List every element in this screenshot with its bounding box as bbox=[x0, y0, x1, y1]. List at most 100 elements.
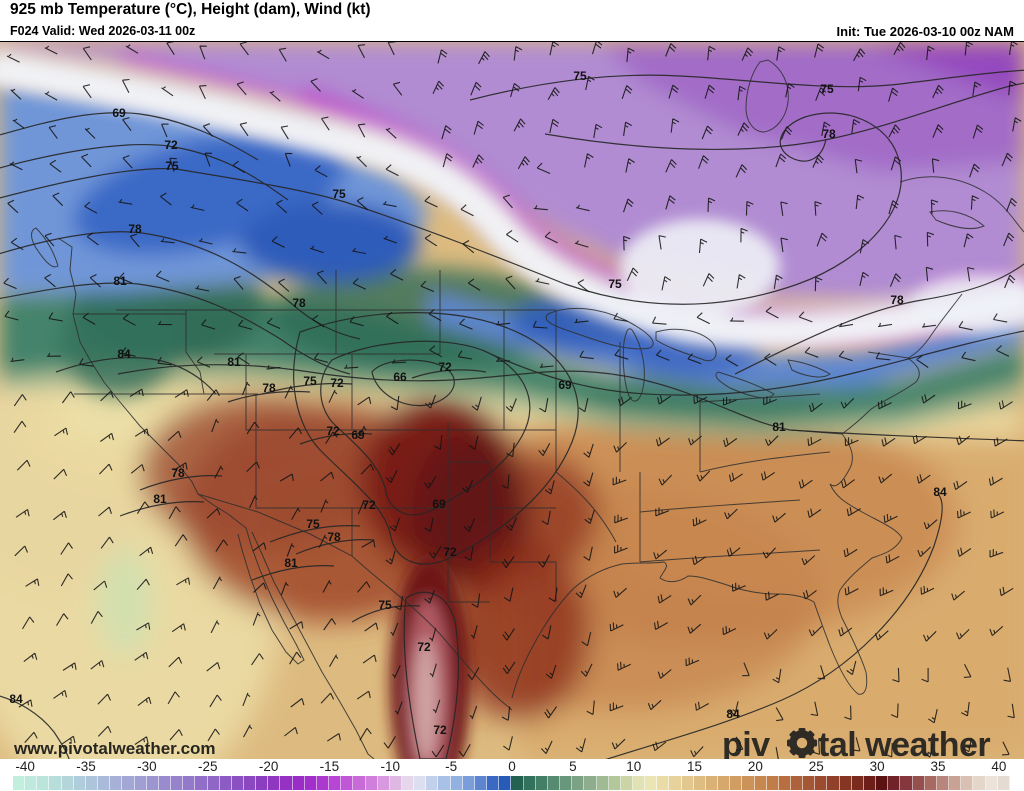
colorbar-cell bbox=[888, 776, 901, 790]
colorbar-cell bbox=[681, 776, 694, 790]
contour-label: 72 bbox=[443, 545, 457, 559]
contour-labels: 69 72 75 75 78 75 75 78 81 78 84 81 78 75 72 66 72 69 75 78… bbox=[9, 69, 947, 737]
colorbar-cell bbox=[329, 776, 342, 790]
colorbar-tick: -10 bbox=[380, 759, 401, 774]
colorbar-cell bbox=[742, 776, 755, 790]
colorbar-cell bbox=[280, 776, 293, 790]
colorbar-cell bbox=[851, 776, 864, 790]
colorbar-cell bbox=[365, 776, 378, 790]
init-time-label: Init: Tue 2026-03-10 00z NAM bbox=[836, 24, 1014, 39]
contour-label: 78 bbox=[292, 296, 306, 310]
colorbar-cell bbox=[13, 776, 26, 790]
colorbar-cell bbox=[645, 776, 658, 790]
colorbar-cell bbox=[572, 776, 585, 790]
colorbar-cell bbox=[231, 776, 244, 790]
colorbar-cell bbox=[876, 776, 889, 790]
colorbar-tick: -35 bbox=[76, 759, 96, 774]
colorbar-tick: -15 bbox=[319, 759, 340, 774]
map-canvas: 69 72 75 75 78 75 75 78 81 78 84 81 78 75 72 66 72 69 75 78… bbox=[0, 42, 1024, 759]
colorbar-cell bbox=[316, 776, 330, 790]
contour-label: 66 bbox=[393, 370, 407, 384]
colorbar-cell bbox=[487, 776, 500, 790]
colorbar-cell bbox=[839, 776, 852, 790]
colorbar-cell bbox=[474, 776, 488, 790]
colorbar-cell bbox=[608, 776, 621, 790]
contour-label: 72 bbox=[433, 723, 447, 737]
colorbar-cell bbox=[61, 776, 74, 790]
contour-label: 84 bbox=[933, 485, 947, 499]
colorbar-cell bbox=[438, 776, 451, 790]
gear-icon bbox=[787, 728, 817, 758]
colorbar-cell bbox=[632, 776, 646, 790]
colorbar-cell bbox=[973, 776, 986, 790]
colorbar-tick: -40 bbox=[15, 759, 35, 774]
colorbar-cell bbox=[791, 776, 804, 790]
colorbar-tick: 40 bbox=[991, 759, 1007, 774]
contour-label: 75 bbox=[165, 159, 179, 173]
colorbar-tick: 0 bbox=[508, 759, 516, 774]
colorbar-cell bbox=[341, 776, 354, 790]
contour-label: 75 bbox=[306, 517, 320, 531]
colorbar-cell bbox=[171, 776, 184, 790]
colorbar-cell bbox=[547, 776, 561, 790]
valid-time-label: F024 Valid: Wed 2026-03-11 00z bbox=[10, 24, 196, 38]
contour-label: 69 bbox=[558, 378, 572, 392]
contour-label: 78 bbox=[327, 530, 341, 544]
colorbar-tick: -30 bbox=[137, 759, 157, 774]
colorbar-cell bbox=[304, 776, 317, 790]
colorbar-cell bbox=[207, 776, 220, 790]
brand-watermark: piv tal w bbox=[722, 726, 991, 759]
colorbar-cell bbox=[693, 776, 706, 790]
contour-label: 75 bbox=[303, 374, 317, 388]
colorbar-tick: -25 bbox=[197, 759, 218, 774]
temp-field-white-band bbox=[0, 42, 1024, 352]
temp-field-warm bbox=[0, 352, 1024, 759]
colorbar-cell bbox=[183, 776, 196, 790]
colorbar-cell bbox=[523, 776, 536, 790]
contour-label: 84 bbox=[726, 707, 740, 721]
contour-label: 81 bbox=[284, 556, 298, 570]
page-title: 925 mb Temperature (°C), Height (dam), W… bbox=[10, 1, 371, 18]
colorbar-cell bbox=[705, 776, 719, 790]
colorbar-cell bbox=[657, 776, 670, 790]
colorbar bbox=[13, 776, 1010, 790]
colorbar-cell bbox=[292, 776, 305, 790]
colorbar-cell bbox=[669, 776, 682, 790]
colorbar-cell bbox=[219, 776, 232, 790]
colorbar-tick: 20 bbox=[747, 759, 763, 774]
contour-label: 78 bbox=[128, 222, 142, 236]
contour-label: 78 bbox=[171, 466, 185, 480]
colorbar-cell bbox=[718, 776, 731, 790]
contour-label: 81 bbox=[153, 492, 167, 506]
colorbar-cell bbox=[389, 776, 402, 790]
colorbar-cell bbox=[936, 776, 950, 790]
colorbar-cell bbox=[146, 776, 159, 790]
contour-label: 81 bbox=[113, 274, 127, 288]
colorbar-cell bbox=[122, 776, 135, 790]
colorbar-tick: -5 bbox=[445, 759, 458, 774]
colorbar-cell bbox=[85, 776, 99, 790]
colorbar-cell bbox=[778, 776, 791, 790]
colorbar-cell bbox=[900, 776, 913, 790]
contour-label: 78 bbox=[890, 293, 904, 307]
colorbar-cell bbox=[511, 776, 524, 790]
colorbar-cell bbox=[402, 776, 415, 790]
contour-label: 72 bbox=[417, 640, 431, 654]
colorbar-cell bbox=[997, 776, 1010, 790]
colorbar-cell bbox=[961, 776, 974, 790]
colorbar-tick: 10 bbox=[626, 759, 642, 774]
contour-label: 75 bbox=[332, 187, 346, 201]
colorbar-cell bbox=[158, 776, 172, 790]
height-contours bbox=[0, 69, 1024, 759]
contour-label: 72 bbox=[326, 424, 340, 438]
contour-label: 84 bbox=[9, 692, 23, 706]
colorbar-cell bbox=[256, 776, 269, 790]
colorbar-cell bbox=[195, 776, 208, 790]
contour-label: 75 bbox=[378, 598, 392, 612]
colorbar-cell bbox=[584, 776, 597, 790]
url-watermark: www.pivotalweather.com bbox=[13, 739, 216, 758]
colorbar-cell bbox=[377, 776, 390, 790]
contour-label: 75 bbox=[820, 82, 834, 96]
contour-label: 72 bbox=[164, 138, 178, 152]
